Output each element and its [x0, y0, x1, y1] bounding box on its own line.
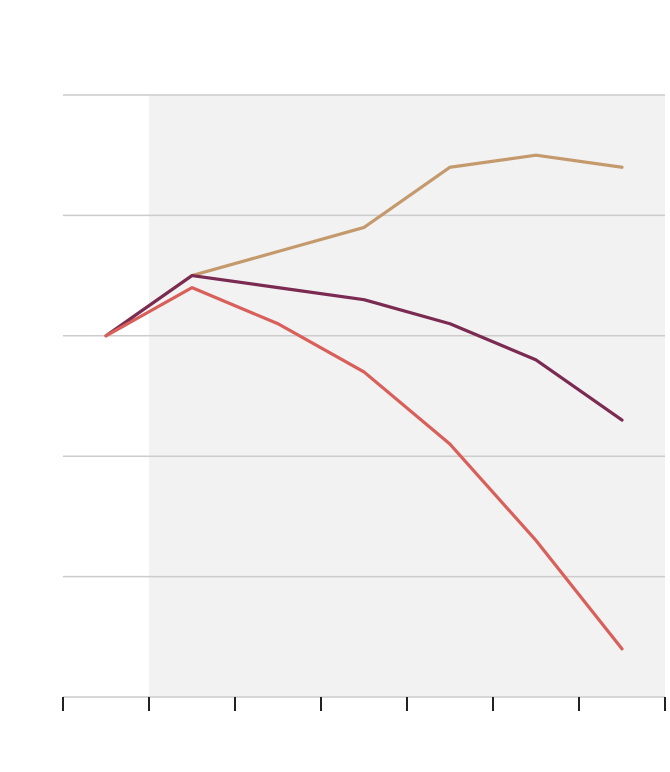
- data-line: [104, 274, 624, 422]
- data-line: [104, 286, 624, 651]
